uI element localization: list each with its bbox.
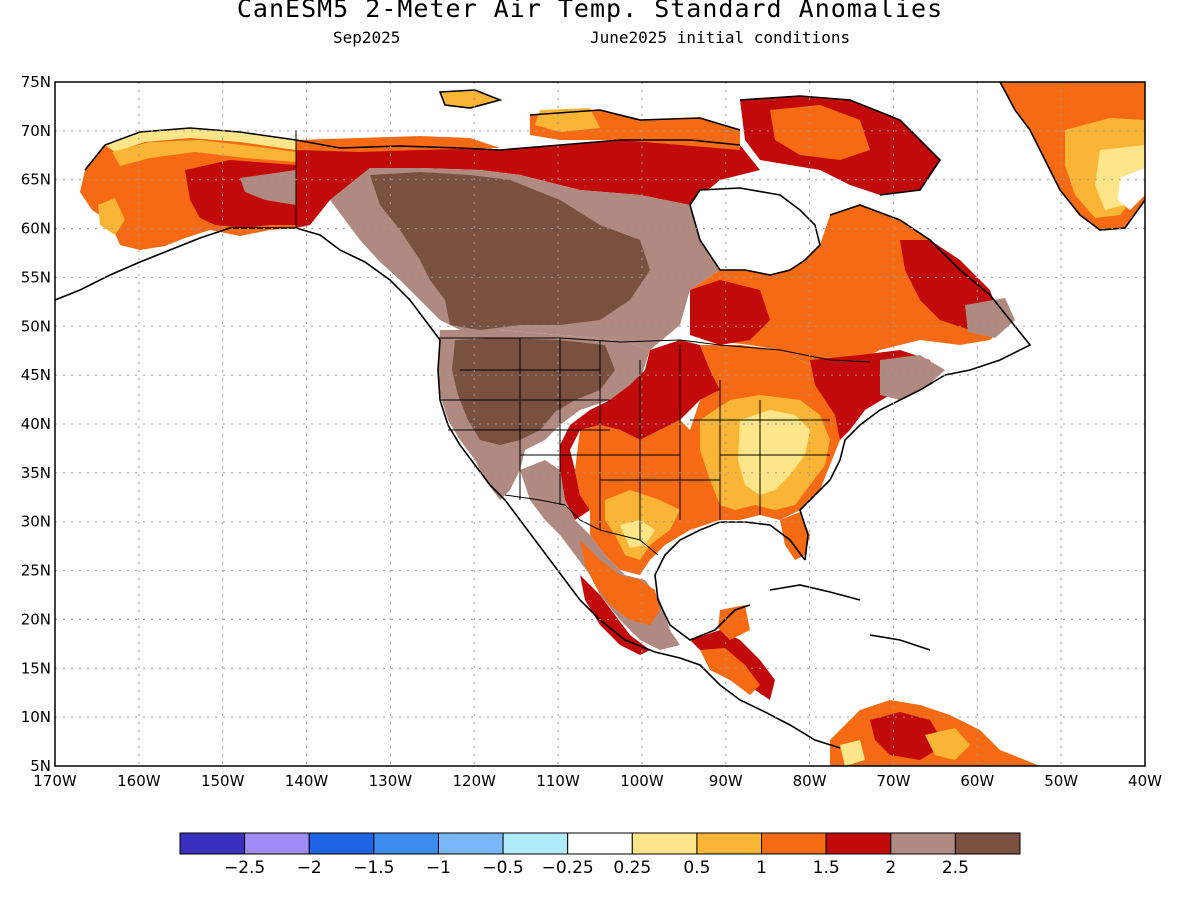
lat-tick-label: 50N (21, 317, 51, 335)
colorbar-swatch (308, 832, 375, 855)
colorbar-swatch (825, 832, 892, 855)
southeast-yellow (738, 410, 810, 495)
lat-tick-label: 15N (21, 659, 51, 677)
alaska-yellow-west (98, 198, 125, 235)
political-borders (295, 130, 871, 556)
colorbar-swatch (244, 832, 310, 855)
colorbar-label: −2.5 (224, 858, 265, 878)
lon-tick-label: 120W (452, 772, 496, 790)
lon-tick-label: 140W (285, 772, 329, 790)
mexico-red-west (580, 575, 650, 655)
colorbar-label: −1 (426, 858, 451, 878)
south-america-red (870, 712, 945, 760)
central-america-orange (700, 648, 760, 695)
colorbar-label: −0.25 (542, 858, 594, 878)
lon-tick-label: 130W (369, 772, 413, 790)
texas-yellow (620, 520, 655, 548)
colorbar-swatch (631, 832, 698, 855)
colorbar-label: 1.5 (813, 858, 840, 878)
lat-tick-label: 75N (21, 73, 51, 91)
lon-tick-label: 100W (620, 772, 664, 790)
lon-tick-label: 110W (536, 772, 580, 790)
gridlines (55, 82, 1145, 766)
valid-month: Sep2025 (333, 28, 401, 47)
colorbar-swatch (373, 832, 439, 855)
colorbar-swatch (954, 832, 1021, 855)
canada-west-brown-dark (370, 172, 650, 330)
alaska-yellow-fringe (105, 128, 296, 152)
lat-tick-label: 35N (21, 464, 51, 482)
yucatan-orange (718, 605, 750, 640)
colorbar-label: −1.5 (353, 858, 394, 878)
colorbar-label: 0.5 (683, 858, 710, 878)
canada-north-red (296, 140, 760, 228)
lat-tick-label: 25N (21, 562, 51, 580)
latitude-labels: 75N 70N 65N 60N 55N 50N 45N 40N 35N 30N 25N 20N 15N 1… (21, 73, 51, 775)
colorbar-label: 1 (756, 858, 767, 878)
colorbar-swatch (179, 832, 246, 855)
lon-tick-label: 40W (1128, 772, 1162, 790)
south-america-light-orange (925, 728, 970, 760)
lat-tick-label: 10N (21, 708, 51, 726)
quebec-red-south (690, 280, 770, 345)
florida-orange (780, 512, 810, 560)
baffin-orange (770, 105, 870, 160)
colorbar-labels: −2.5 −2 −1.5 −1 −0.5 −0.25 0.25 0.5 1 1.5 2 2.5 (224, 858, 969, 878)
lat-tick-label: 70N (21, 122, 51, 140)
longitude-labels: 170W 160W 150W 140W 130W 120W 110W 100W 90W 80W 70… (33, 772, 1162, 790)
mexico-orange (580, 540, 660, 625)
lon-tick-label: 50W (1044, 772, 1078, 790)
lat-tick-label: 65N (21, 171, 51, 189)
colorbar-swatch (696, 832, 763, 855)
initial-conditions: June2025 initial conditions (590, 28, 851, 47)
anomaly-fill-layer (80, 82, 1145, 766)
lat-tick-label: 5N (30, 757, 51, 775)
colorbar-swatch (890, 832, 956, 855)
lat-tick-label: 60N (21, 220, 51, 238)
lon-tick-label: 170W (33, 772, 77, 790)
lat-tick-label: 40N (21, 415, 51, 433)
south-america-yellow (840, 740, 865, 766)
lon-tick-label: 150W (201, 772, 245, 790)
lon-tick-label: 160W (117, 772, 161, 790)
alaska-light-orange (112, 140, 296, 166)
lon-tick-label: 60W (960, 772, 994, 790)
map-title: CanESM5 2-Meter Air Temp. Standard Anoma… (236, 0, 944, 23)
hudson-bay-white (690, 188, 820, 275)
colorbar (179, 832, 1021, 855)
colorbar-label: 2.5 (942, 858, 969, 878)
greenland-white-tip (1118, 168, 1145, 210)
colorbar-swatch (567, 832, 633, 855)
lat-tick-label: 30N (21, 513, 51, 531)
colorbar-swatch (502, 832, 569, 855)
colorbar-label: −0.5 (482, 858, 523, 878)
colorbar-label: 2 (885, 858, 896, 878)
colorbar-label: 0.25 (613, 858, 651, 878)
colorbar-label: −2 (297, 858, 322, 878)
lon-tick-label: 70W (877, 772, 911, 790)
map-frame (54, 81, 1146, 767)
lat-tick-label: 45N (21, 366, 51, 384)
colorbar-swatch (437, 832, 504, 855)
us-west-brown-dark (452, 338, 615, 445)
colorbar-swatch (761, 832, 827, 855)
alaska-brown (240, 170, 296, 205)
lon-tick-label: 80W (793, 772, 827, 790)
lat-tick-label: 55N (21, 268, 51, 286)
lon-tick-label: 90W (709, 772, 743, 790)
lat-tick-label: 20N (21, 610, 51, 628)
coastlines (55, 82, 1145, 749)
new-england-brown (880, 355, 945, 400)
